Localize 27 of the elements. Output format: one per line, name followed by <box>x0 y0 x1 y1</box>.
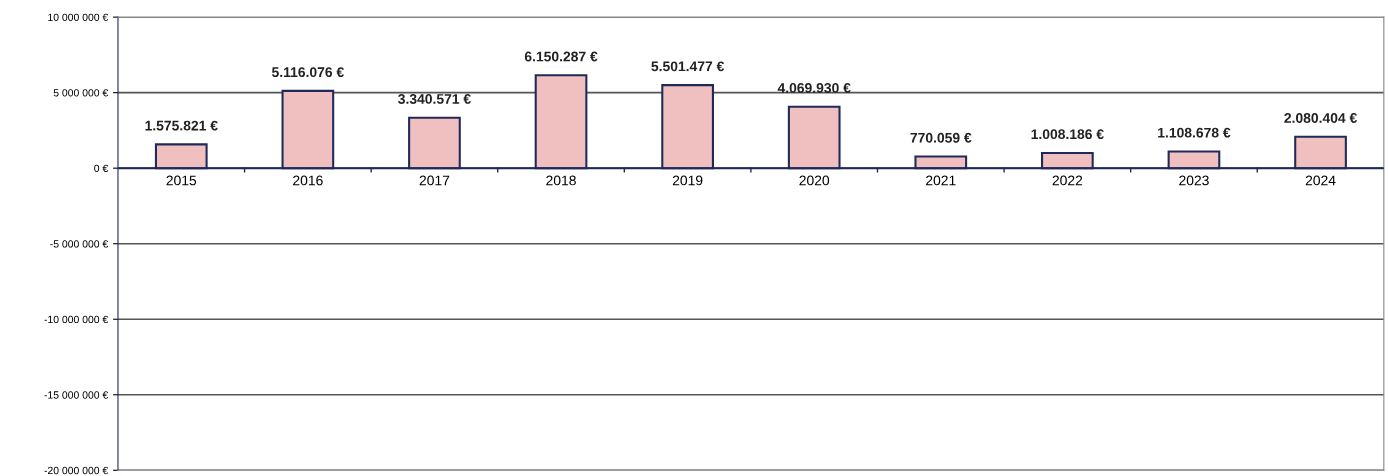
x-tick-label: 2016 <box>293 175 323 186</box>
data-label: 5.116.076 € <box>271 67 344 78</box>
data-label: 2.080.404 € <box>1284 113 1357 123</box>
data-label: 770.059 € <box>910 132 972 143</box>
data-label: 4.069.930 € <box>777 83 851 93</box>
data-label: 3.340.571 € <box>398 94 471 104</box>
data-label: 5.501.477 € <box>651 61 725 72</box>
y-tick-label: 0 € <box>94 164 109 173</box>
y-tick-label: -5 000 000 € <box>50 240 109 248</box>
x-tick-label: 2024 <box>1305 175 1336 186</box>
data-label: 1.108.678 € <box>1158 127 1231 138</box>
y-tick-label: -10 000 000 € <box>44 315 109 324</box>
x-tick-label: 2022 <box>1052 175 1083 186</box>
y-tick-label: 5 000 000 € <box>53 89 109 97</box>
data-label: 6.150.287 € <box>524 51 598 62</box>
x-tick-label: 2018 <box>546 175 576 186</box>
x-tick-label: 2017 <box>419 175 450 186</box>
x-tick-label: 2015 <box>166 175 197 186</box>
x-tick-label: 2023 <box>1179 175 1209 186</box>
y-tick-label: -20 000 000 € <box>44 466 109 475</box>
x-tick-label: 2020 <box>799 175 830 186</box>
y-tick-label: 10 000 000 € <box>48 13 109 22</box>
y-tick-label: -15 000 000 € <box>44 391 109 399</box>
x-tick-label: 2019 <box>672 175 703 186</box>
data-label: 1.008.186 € <box>1031 129 1104 140</box>
data-label: 1.575.821 € <box>145 120 218 131</box>
x-tick-label: 2021 <box>926 175 956 186</box>
